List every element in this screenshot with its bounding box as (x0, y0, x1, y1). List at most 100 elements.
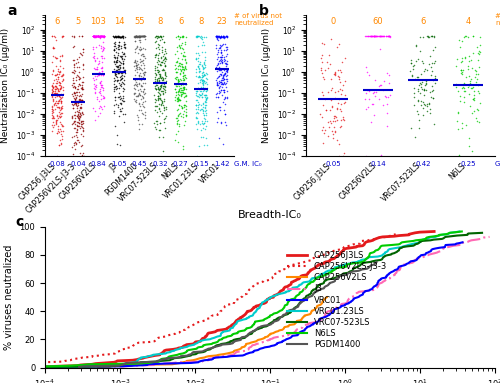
Point (58, 33, 66, 39)
Point (419, 60, 427, 66)
Point (162, 69, 170, 75)
Point (99, 85, 107, 91)
Point (199, 88, 207, 94)
Point (58, 128, 66, 134)
Point (155, 105, 163, 111)
Point (160, 87, 168, 93)
Point (198, 63, 206, 69)
Point (174, 117, 182, 123)
Point (56, 53, 64, 59)
Point (212, 91, 220, 97)
Point (174, 44, 182, 51)
Point (130, 33, 138, 39)
Point (48, 103, 56, 110)
Point (218, 79, 226, 85)
Point (118, 95, 126, 101)
Point (179, 111, 187, 117)
Point (194, 63, 202, 69)
Point (177, 61, 185, 67)
Point (140, 104, 148, 110)
Point (56, 109, 64, 115)
Point (68, 134, 76, 140)
Point (200, 112, 207, 118)
Point (132, 82, 140, 88)
Point (380, 102, 388, 108)
Point (70, 101, 78, 107)
Point (56, 114, 64, 120)
Point (49, 68, 57, 74)
Point (178, 34, 186, 40)
Point (198, 74, 206, 80)
Point (199, 125, 207, 131)
Point (76, 120, 84, 126)
Point (78, 86, 86, 92)
Point (420, 87, 428, 93)
Point (120, 119, 128, 125)
Point (178, 105, 186, 111)
PGDM1400 (329, 280, 335, 285)
CAP256J3LS (248, 308, 254, 313)
Point (97, 44, 105, 51)
Point (73, 108, 81, 114)
Point (218, 33, 226, 39)
Point (172, 97, 179, 103)
Point (110, 69, 118, 75)
Point (384, 33, 392, 39)
Point (120, 56, 128, 62)
Point (72, 68, 80, 74)
Point (196, 77, 203, 83)
Point (90, 46, 98, 52)
Point (154, 59, 162, 65)
Point (116, 60, 124, 66)
Point (469, 33, 477, 39)
Point (113, 132, 121, 138)
Point (174, 55, 182, 61)
Point (52, 90, 60, 97)
Point (74, 139, 82, 145)
Point (177, 89, 185, 95)
Point (201, 80, 209, 86)
Point (118, 53, 126, 59)
Point (194, 85, 202, 91)
Point (89, 44, 97, 50)
Point (100, 34, 108, 40)
Point (194, 85, 202, 92)
Point (214, 115, 222, 121)
VRC01 (375, 280, 381, 285)
Point (162, 75, 170, 81)
Point (412, 74, 420, 80)
Point (140, 75, 148, 82)
Point (460, 99, 468, 105)
Point (70, 88, 78, 95)
Point (194, 102, 202, 108)
Text: 0.08: 0.08 (50, 161, 65, 167)
Point (50, 90, 58, 96)
Point (98, 33, 106, 39)
Point (50, 115, 58, 121)
Point (327, 120, 335, 126)
Point (119, 65, 127, 72)
Point (48, 80, 56, 86)
Point (181, 56, 189, 62)
Point (319, 92, 327, 98)
Point (140, 33, 147, 39)
Point (181, 102, 189, 108)
Point (172, 83, 180, 89)
Point (375, 82, 383, 88)
Point (378, 33, 386, 39)
Point (156, 55, 164, 61)
Point (140, 88, 147, 95)
Point (456, 67, 464, 73)
Point (212, 64, 220, 70)
Point (152, 52, 160, 59)
Point (196, 59, 204, 65)
Point (76, 77, 84, 83)
Point (175, 88, 183, 94)
Point (158, 80, 166, 86)
Point (176, 70, 184, 76)
Point (214, 37, 222, 43)
Point (176, 97, 184, 103)
Point (94, 33, 102, 39)
Point (200, 115, 207, 121)
Text: 0.27: 0.27 (173, 161, 188, 167)
